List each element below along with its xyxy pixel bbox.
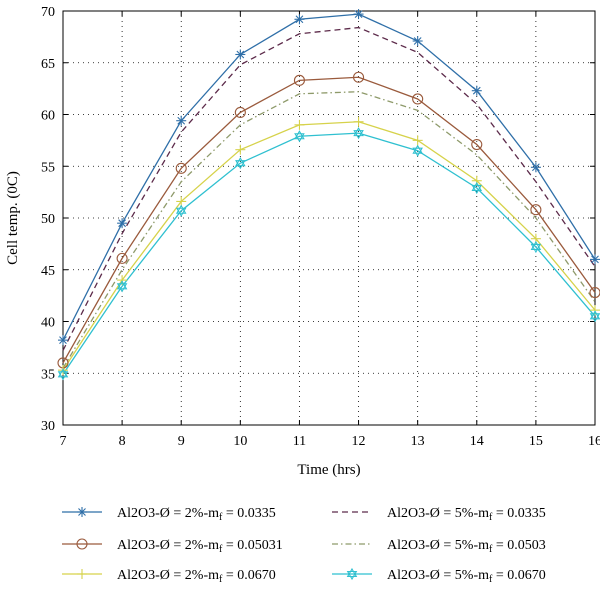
- x-tick-label: 14: [470, 434, 484, 449]
- grid: [63, 11, 595, 425]
- data-point: [353, 9, 364, 20]
- data-point: [58, 335, 68, 346]
- data-point: [234, 106, 246, 118]
- legend-item: Al2O3-Ø = 5%-mf = 0.0335: [332, 506, 546, 523]
- series-line-6: [62, 132, 596, 375]
- series-line-5: [62, 121, 596, 371]
- data-point: [294, 119, 305, 130]
- data-point: [471, 181, 483, 195]
- x-tick-label: 12: [352, 434, 366, 449]
- y-axis-label: Cell temp. (0C): [5, 171, 21, 265]
- x-tick-label: 7: [60, 434, 67, 449]
- data-point: [412, 135, 423, 146]
- data-point: [293, 74, 305, 86]
- legend-item: Al2O3-Ø = 2%-mf = 0.0670: [62, 568, 276, 585]
- series-line-4: [62, 91, 596, 369]
- series-markers: [57, 9, 600, 381]
- y-tick-label: 45: [41, 264, 55, 279]
- x-tick-label: 10: [233, 434, 247, 449]
- legend-item: Al2O3-Ø = 2%-mf = 0.05031: [62, 538, 283, 555]
- data-point: [353, 116, 364, 127]
- y-tick-label: 50: [41, 212, 55, 227]
- data-point: [235, 49, 246, 60]
- data-point: [235, 157, 246, 170]
- y-tick-label: 35: [41, 367, 55, 382]
- data-point: [77, 569, 87, 579]
- data-point: [116, 252, 128, 264]
- data-point: [530, 240, 542, 254]
- data-point: [346, 567, 358, 581]
- legend-label: Al2O3-Ø = 2%-mf = 0.0335: [117, 506, 276, 523]
- x-tick-label: 16: [588, 434, 600, 449]
- axis-ticks: 7 8 9 10 11 12 13 14 15 16 30 35 40 45 50 55 60 65 70: [41, 5, 600, 449]
- legend-item: Al2O3-Ø = 5%-mf = 0.0670: [332, 567, 546, 585]
- legend-label: Al2O3-Ø = 5%-mf = 0.0503: [387, 538, 546, 555]
- legend-item: Al2O3-Ø = 2%-mf = 0.0335: [62, 506, 276, 523]
- y-tick-label: 65: [41, 57, 55, 72]
- data-point: [294, 130, 305, 143]
- y-tick-label: 55: [41, 160, 55, 175]
- data-point: [117, 218, 128, 229]
- x-tick-label: 13: [411, 434, 425, 449]
- data-point: [353, 127, 364, 140]
- data-point: [590, 254, 600, 265]
- data-point: [294, 14, 305, 25]
- x-tick-label: 11: [293, 434, 306, 449]
- data-point: [412, 144, 423, 157]
- data-point: [530, 162, 541, 173]
- legend-label: Al2O3-Ø = 5%-mf = 0.0670: [387, 568, 546, 585]
- series-line-2: [62, 26, 596, 351]
- x-tick-label: 8: [119, 434, 126, 449]
- data-point: [412, 93, 424, 105]
- data-point: [176, 115, 187, 126]
- data-point: [175, 162, 187, 174]
- data-point: [471, 138, 483, 151]
- legend-item: Al2O3-Ø = 5%-mf = 0.0503: [332, 538, 546, 555]
- legend-label: Al2O3-Ø = 2%-mf = 0.0670: [117, 568, 276, 585]
- data-point: [589, 310, 600, 323]
- data-point: [412, 36, 423, 47]
- data-point: [235, 144, 246, 155]
- x-axis-label: Time (hrs): [297, 462, 360, 478]
- y-tick-label: 60: [41, 109, 55, 124]
- data-point: [530, 204, 542, 216]
- y-tick-label: 30: [41, 419, 55, 434]
- data-point: [116, 280, 128, 293]
- legend: Al2O3-Ø = 2%-mf = 0.0335 Al2O3-Ø = 5%-mf …: [62, 506, 546, 585]
- data-point: [76, 538, 88, 550]
- legend-label: Al2O3-Ø = 2%-mf = 0.05031: [117, 538, 283, 555]
- x-tick-label: 9: [178, 434, 185, 449]
- data-point: [471, 85, 482, 96]
- legend-label: Al2O3-Ø = 5%-mf = 0.0335: [387, 506, 546, 523]
- data-point: [175, 204, 187, 217]
- data-point: [77, 507, 87, 517]
- y-tick-label: 40: [41, 316, 55, 331]
- series-lines: [62, 13, 596, 375]
- y-tick-label: 70: [41, 5, 55, 20]
- data-point: [589, 286, 600, 299]
- data-point: [353, 71, 365, 83]
- data-point: [57, 368, 69, 381]
- series-line-1: [62, 13, 596, 341]
- x-tick-label: 15: [529, 434, 543, 449]
- series-line-3: [62, 76, 596, 364]
